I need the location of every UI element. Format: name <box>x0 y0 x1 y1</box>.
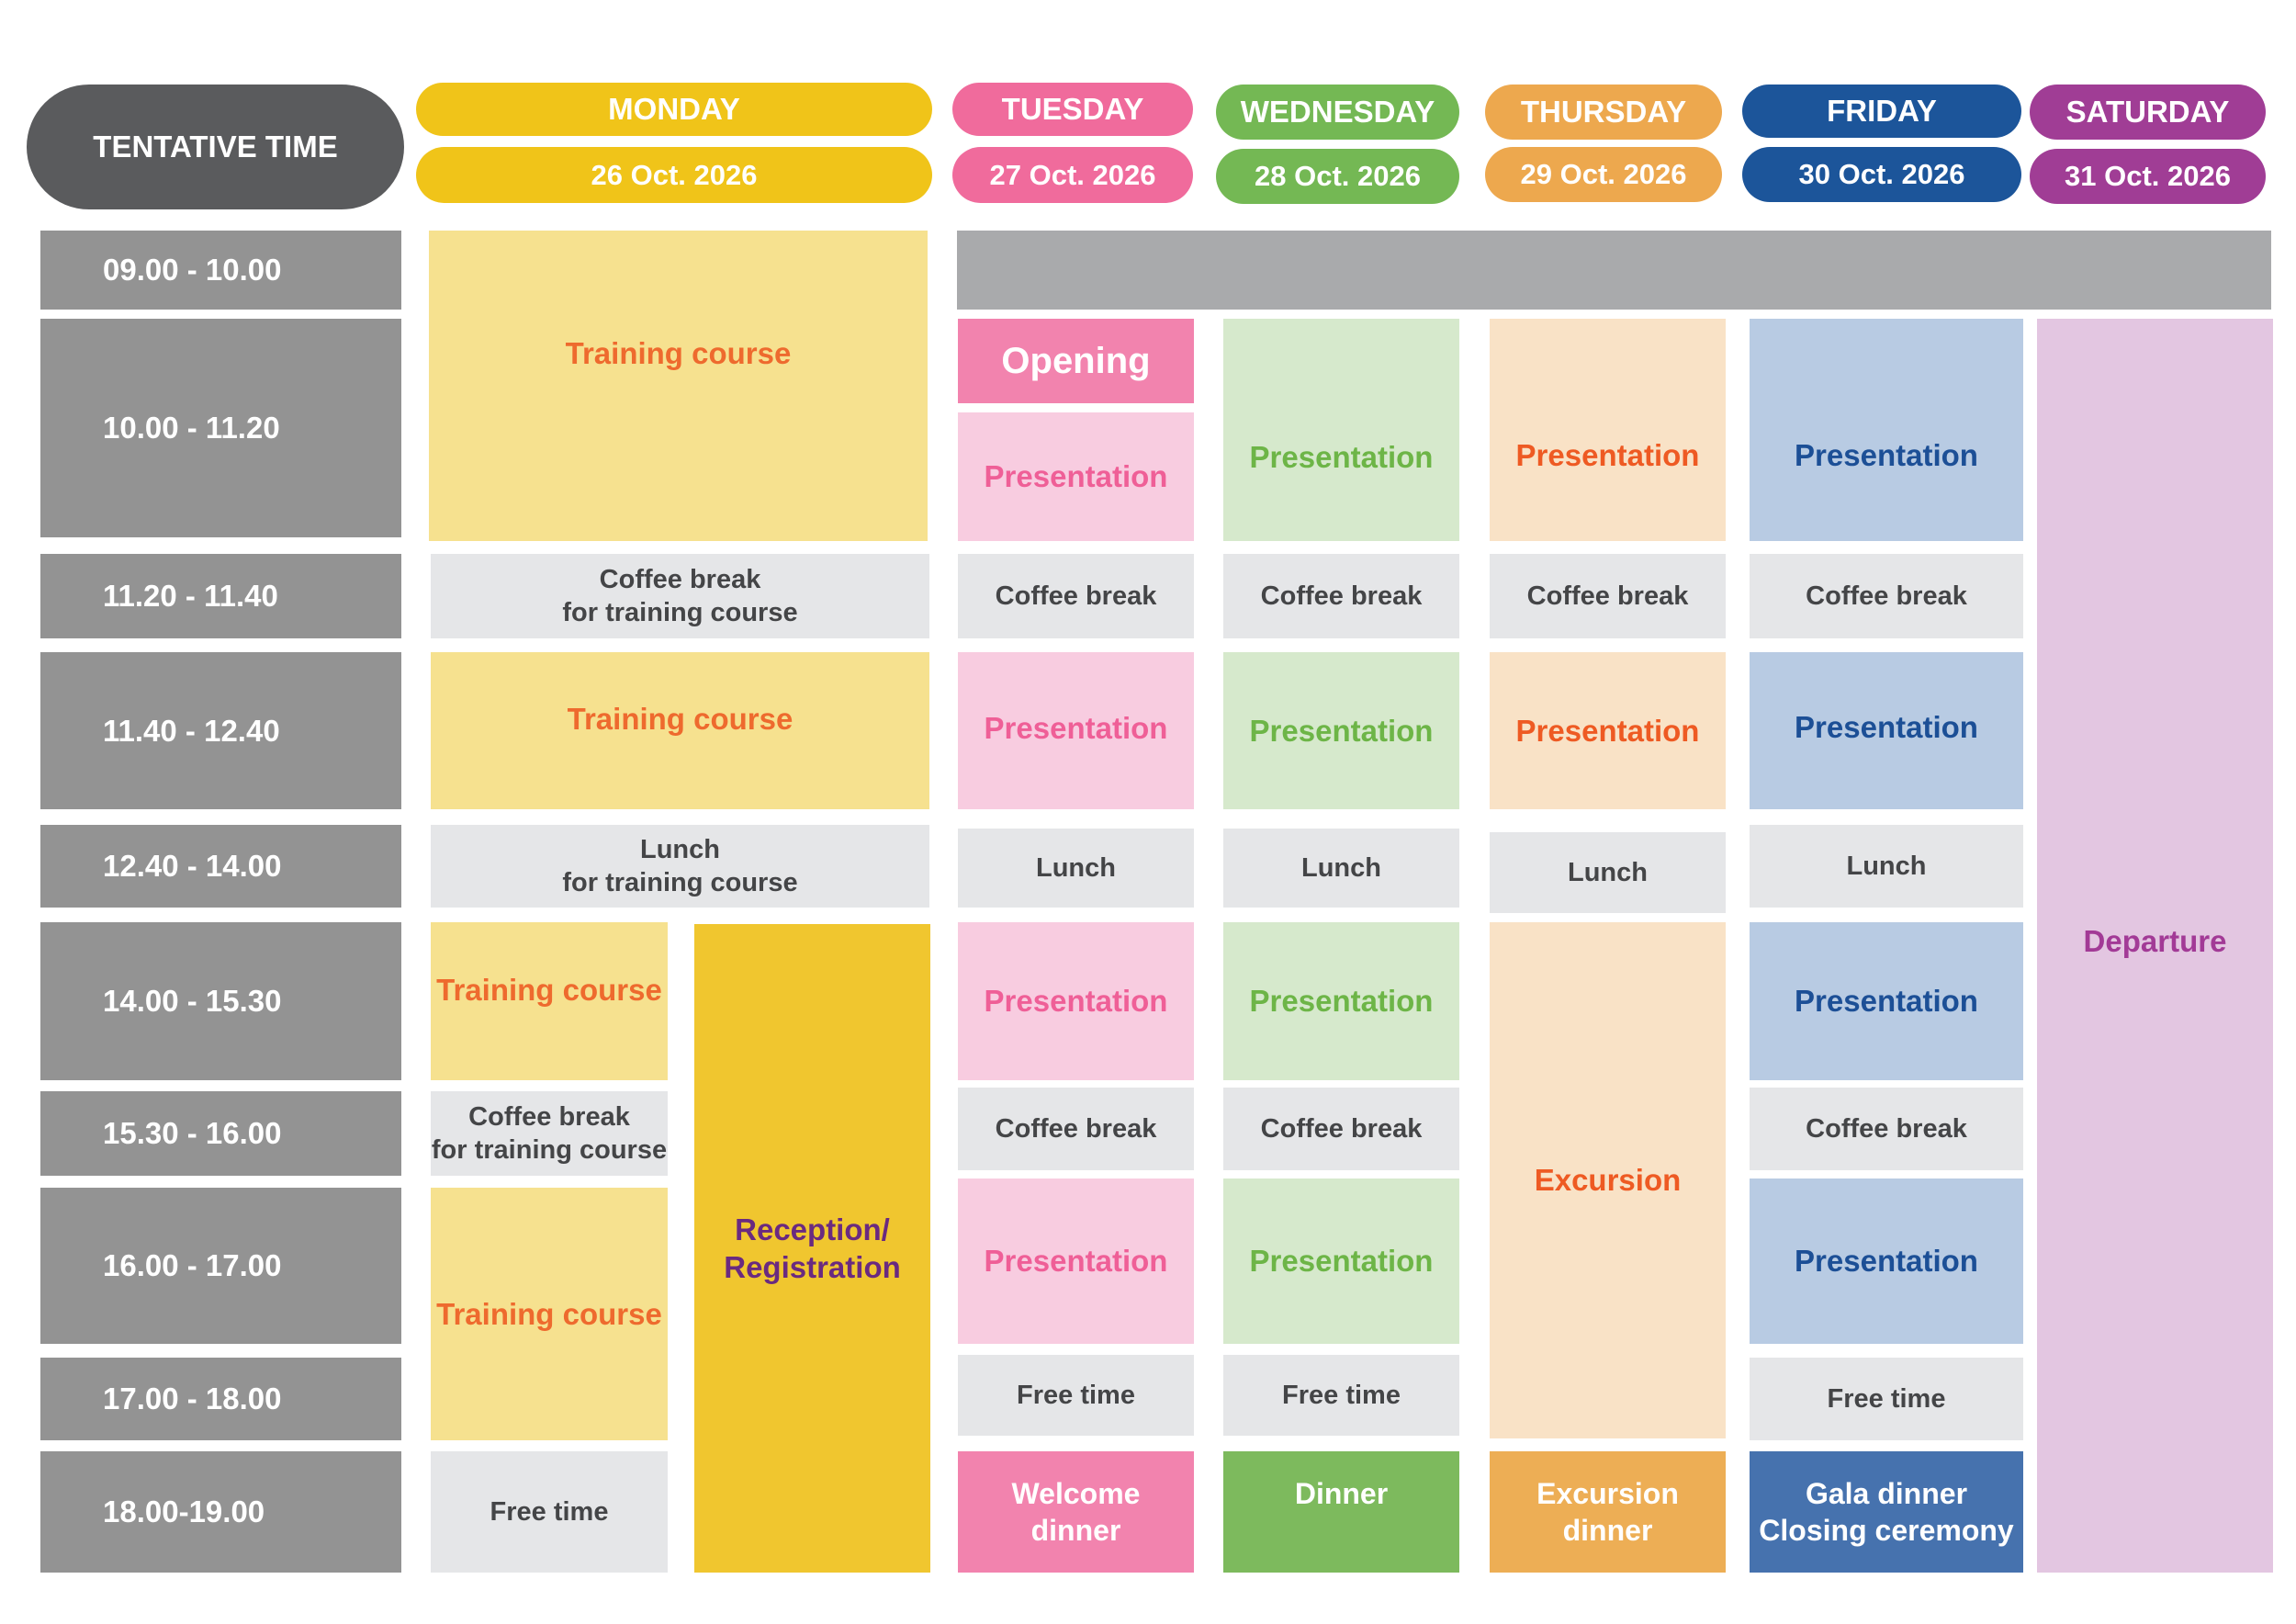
wednesday-coffee-break: Coffee break <box>1223 1088 1459 1170</box>
friday-gala-dinner: Gala dinner Closing ceremony <box>1750 1451 2023 1573</box>
friday-name: FRIDAY <box>1742 85 2021 138</box>
tuesday-coffee-break: Coffee break <box>958 554 1194 638</box>
friday-free-time: Free time <box>1750 1358 2023 1440</box>
thursday-lunch: Lunch <box>1490 832 1726 913</box>
time-slot: 17.00 - 18.00 <box>40 1358 401 1440</box>
tuesday-lunch: Lunch <box>958 829 1194 908</box>
time-slot: 16.00 - 17.00 <box>40 1188 401 1344</box>
monday-training-course: Training course <box>429 231 928 541</box>
wednesday-presentation: Presentation <box>1223 922 1459 1080</box>
thursday-name: THURSDAY <box>1485 85 1722 140</box>
time-slot: 15.30 - 16.00 <box>40 1091 401 1176</box>
monday-free-time: Free time <box>431 1451 668 1573</box>
wednesday-presentation: Presentation <box>1223 652 1459 809</box>
thursday-presentation: Presentation <box>1490 652 1726 809</box>
saturday-name: SATURDAY <box>2030 85 2266 140</box>
morning-gray-bar <box>957 231 2271 310</box>
wednesday-presentation: Presentation <box>1223 319 1459 541</box>
tuesday-coffee-break: Coffee break <box>958 1088 1194 1170</box>
wednesday-lunch: Lunch <box>1223 829 1459 908</box>
monday-name: MONDAY <box>416 83 932 136</box>
wednesday-dinner: Dinner <box>1223 1451 1459 1573</box>
tuesday-presentation: Presentation <box>958 1179 1194 1344</box>
monday-training-course: Training course <box>431 1188 668 1440</box>
wednesday-date: 28 Oct. 2026 <box>1216 149 1459 204</box>
saturday-departure: Departure <box>2037 319 2273 1573</box>
time-slot: 09.00 - 10.00 <box>40 231 401 310</box>
time-slot: 10.00 - 11.20 <box>40 319 401 537</box>
tuesday-welcome-dinner: Welcome dinner <box>958 1451 1194 1573</box>
tuesday-date: 27 Oct. 2026 <box>952 147 1193 203</box>
thursday-excursion-dinner: Excursion dinner <box>1490 1451 1726 1573</box>
friday-presentation: Presentation <box>1750 922 2023 1080</box>
monday-reception-registration: Reception/ Registration <box>694 924 930 1573</box>
time-slot: 14.00 - 15.30 <box>40 922 401 1080</box>
tentative-time-header: TENTATIVE TIME <box>27 85 404 209</box>
saturday-date: 31 Oct. 2026 <box>2030 149 2266 204</box>
tuesday-presentation: Presentation <box>958 412 1194 541</box>
monday-coffee-break: Coffee break for training course <box>431 1091 668 1176</box>
monday-coffee-break: Coffee break for training course <box>431 554 929 638</box>
thursday-presentation: Presentation <box>1490 319 1726 541</box>
friday-presentation: Presentation <box>1750 652 2023 809</box>
friday-presentation: Presentation <box>1750 1179 2023 1344</box>
monday-lunch: Lunch for training course <box>431 825 929 908</box>
monday-date: 26 Oct. 2026 <box>416 147 932 203</box>
wednesday-presentation: Presentation <box>1223 1179 1459 1344</box>
monday-training-course: Training course <box>431 652 929 809</box>
tuesday-presentation: Presentation <box>958 922 1194 1080</box>
thursday-excursion: Excursion <box>1490 922 1726 1438</box>
tuesday-presentation: Presentation <box>958 652 1194 809</box>
friday-date: 30 Oct. 2026 <box>1742 147 2021 202</box>
time-slot: 11.20 - 11.40 <box>40 554 401 638</box>
monday-training-course: Training course <box>431 922 668 1080</box>
friday-presentation: Presentation <box>1750 319 2023 541</box>
time-slot: 12.40 - 14.00 <box>40 825 401 908</box>
tuesday-name: TUESDAY <box>952 83 1193 136</box>
wednesday-free-time: Free time <box>1223 1355 1459 1436</box>
friday-lunch: Lunch <box>1750 825 2023 908</box>
tuesday-free-time: Free time <box>958 1355 1194 1436</box>
friday-coffee-break: Coffee break <box>1750 1088 2023 1170</box>
wednesday-name: WEDNESDAY <box>1216 85 1459 140</box>
tuesday-opening: Opening <box>958 319 1194 403</box>
wednesday-coffee-break: Coffee break <box>1223 554 1459 638</box>
friday-coffee-break: Coffee break <box>1750 554 2023 638</box>
thursday-date: 29 Oct. 2026 <box>1485 147 1722 202</box>
time-slot: 18.00-19.00 <box>40 1451 401 1573</box>
thursday-coffee-break: Coffee break <box>1490 554 1726 638</box>
time-slot: 11.40 - 12.40 <box>40 652 401 809</box>
